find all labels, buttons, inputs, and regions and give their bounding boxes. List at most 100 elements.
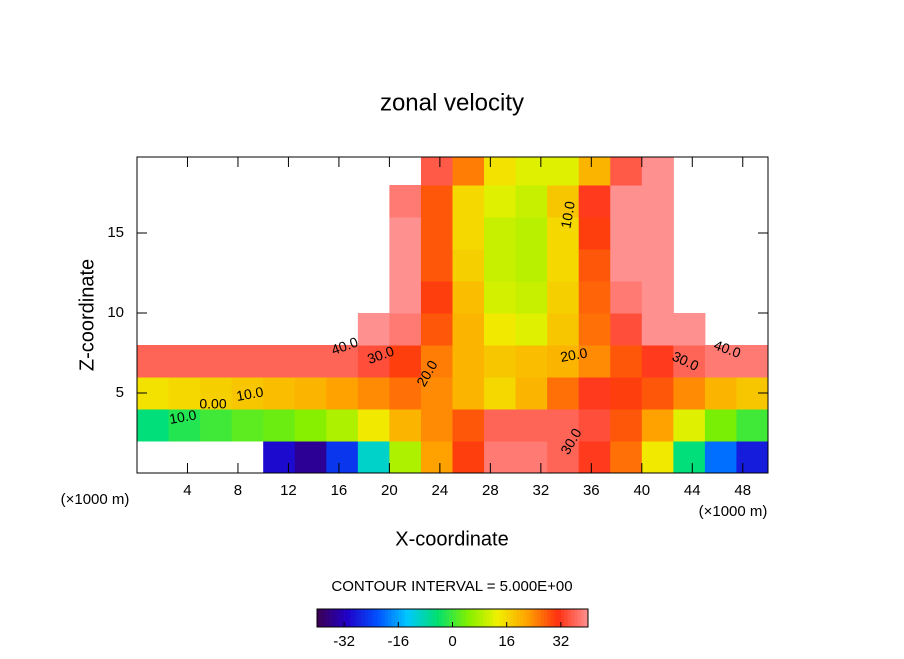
- contour-cell: [389, 441, 422, 474]
- contour-cell: [168, 377, 201, 410]
- contour-cell: [610, 441, 643, 474]
- colorbar-swatch: [347, 609, 352, 627]
- contour-cell: [578, 157, 611, 186]
- x-tick-label: 40: [633, 482, 650, 499]
- contour-cell: [641, 157, 674, 186]
- contour-cell: [484, 345, 517, 378]
- colorbar-swatch: [418, 609, 423, 627]
- colorbar-swatch: [422, 609, 426, 627]
- colorbar-swatch: [391, 609, 396, 627]
- contour-label: 0.00: [199, 396, 226, 412]
- x-unit: (×1000 m): [699, 503, 768, 520]
- contour-label: 10.0: [557, 200, 578, 230]
- contour-cell: [389, 313, 422, 346]
- contour-cell: [673, 345, 706, 378]
- contour-cell: [357, 409, 390, 442]
- contour-cell: [704, 377, 737, 410]
- colorbar-swatch: [350, 609, 355, 627]
- contour-label: 10.0: [168, 406, 198, 427]
- colorbar-swatch: [438, 609, 443, 627]
- contour-cell: [515, 345, 548, 378]
- colorbar-swatch: [384, 609, 389, 627]
- colorbar-swatch: [540, 609, 545, 627]
- x-tick-label: 44: [684, 482, 701, 499]
- colorbar-swatch: [388, 609, 392, 627]
- contour-cell: [263, 377, 296, 410]
- colorbar-swatch: [510, 609, 514, 627]
- contour-cell: [578, 313, 611, 346]
- colorbar-swatch: [574, 609, 579, 627]
- colorbar-swatch: [455, 609, 460, 627]
- contour-cell: [389, 217, 422, 250]
- colorbar-swatch: [560, 609, 565, 627]
- colorbar-swatch: [364, 609, 369, 627]
- contour-cell: [168, 345, 201, 378]
- colorbar-swatch: [361, 609, 365, 627]
- contour-cell: [578, 281, 611, 314]
- contour-cell: [610, 157, 643, 186]
- colorbar-swatch: [557, 609, 562, 627]
- contour-cell: [578, 249, 611, 282]
- contour-cell: [420, 377, 453, 410]
- contour-cell: [641, 185, 674, 218]
- colorbar-swatch: [516, 609, 521, 627]
- contour-cell: [200, 377, 233, 410]
- contour-cell: [389, 249, 422, 282]
- colorbar-swatch: [435, 609, 440, 627]
- contour-cell: [641, 217, 674, 250]
- contour-cell: [452, 185, 485, 218]
- contour-cell: [547, 377, 580, 410]
- contour-cell: [484, 217, 517, 250]
- contour-cell: [420, 217, 453, 250]
- contour-cell: [515, 313, 548, 346]
- colorbar-swatch: [398, 609, 402, 627]
- colorbar-swatch: [367, 609, 372, 627]
- contour-cell: [641, 345, 674, 378]
- colorbar-swatch: [459, 609, 463, 627]
- contour-cell: [641, 441, 674, 474]
- contour-cell: [263, 345, 296, 378]
- contour-cell: [484, 249, 517, 282]
- contour-cell: [294, 377, 327, 410]
- colorbar-swatch: [432, 609, 436, 627]
- colorbar-swatch: [323, 609, 328, 627]
- colorbar-swatch: [405, 609, 409, 627]
- colorbar-swatch: [425, 609, 430, 627]
- contour-cell: [578, 377, 611, 410]
- colorbar-swatch: [489, 609, 494, 627]
- colorbar-swatch: [415, 609, 419, 627]
- contour-cell: [357, 345, 390, 378]
- colorbar-swatch: [320, 609, 325, 627]
- colorbar-swatch: [317, 609, 321, 627]
- colorbar-tick-label: 0: [448, 633, 456, 650]
- contour-cell: [515, 281, 548, 314]
- y-unit: (×1000 m): [61, 491, 130, 508]
- contour-cell: [578, 409, 611, 442]
- x-tick-label: 36: [583, 482, 600, 499]
- contour-cell: [704, 409, 737, 442]
- contour-cell: [673, 377, 706, 410]
- contour-cell: [484, 441, 517, 474]
- x-tick-label: 8: [234, 482, 242, 499]
- contour-cell: [137, 345, 170, 378]
- contour-cell: [704, 345, 737, 378]
- contour-cell: [420, 157, 453, 186]
- contour-cell: [420, 281, 453, 314]
- x-tick-label: 12: [280, 482, 297, 499]
- contour-cell: [420, 185, 453, 218]
- contour-cell: [515, 249, 548, 282]
- colorbar-swatch: [486, 609, 491, 627]
- contour-cell: [578, 441, 611, 474]
- contour-cell: [610, 217, 643, 250]
- contour-cell: [515, 217, 548, 250]
- contour-cell: [420, 441, 453, 474]
- contour-cell: [294, 409, 327, 442]
- y-tick-label: 15: [107, 224, 124, 241]
- contour-cell: [515, 185, 548, 218]
- x-tick-label: 24: [432, 482, 449, 499]
- contour-cell: [200, 409, 233, 442]
- colorbar-swatch: [344, 609, 348, 627]
- contour-cell: [736, 409, 769, 442]
